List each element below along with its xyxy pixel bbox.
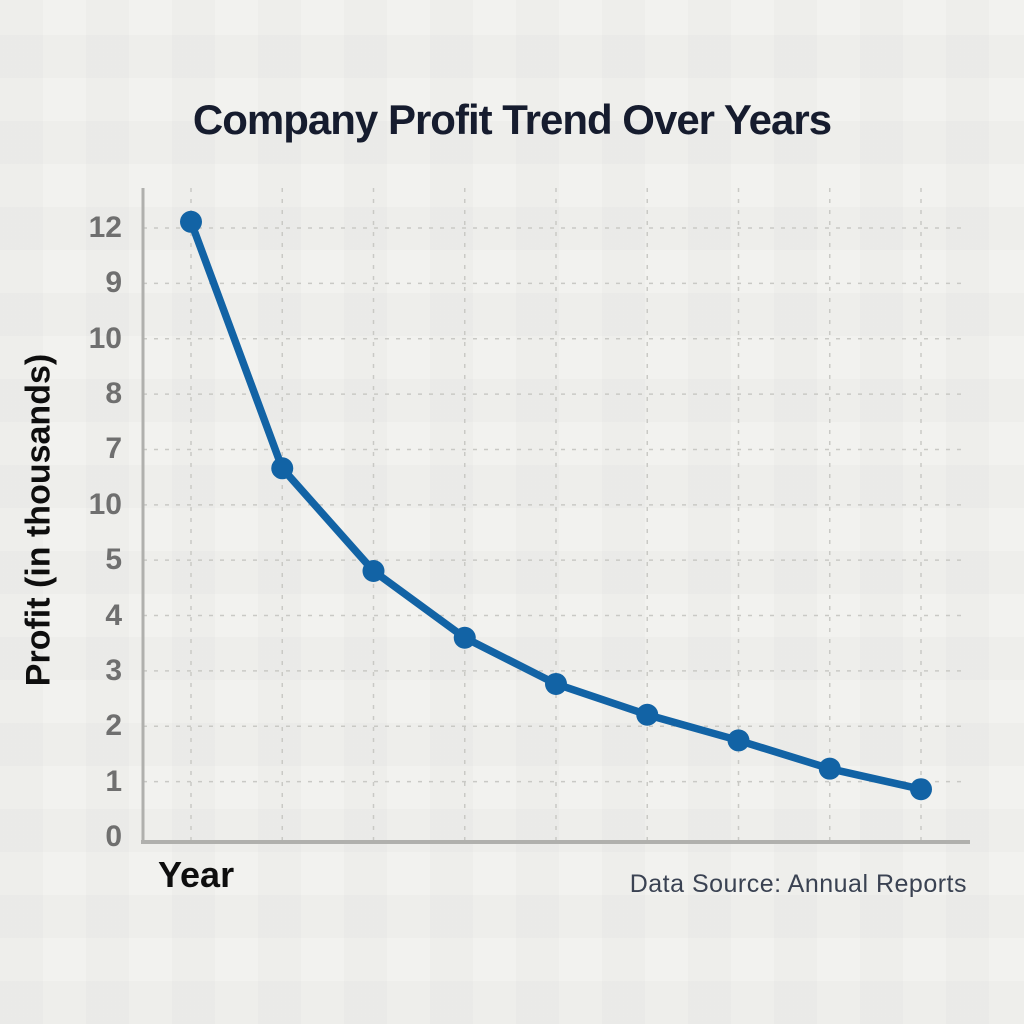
data-point-marker	[271, 457, 294, 480]
data-point-marker	[727, 729, 750, 752]
data-point-marker	[545, 672, 567, 695]
y-axis-tick-labels: 12 9 10 8 7 10 5 4 3 2 1 0	[0, 0, 122, 1024]
y-tick-label: 12	[88, 211, 122, 244]
chart-title: Company Profit Trend Over Years	[192, 96, 832, 143]
y-axis-label: Profit (in thousands)	[19, 353, 58, 687]
y-tick-label: 5	[105, 543, 122, 577]
y-tick-label: 2	[105, 709, 122, 743]
data-point-marker	[362, 559, 385, 582]
x-axis-label: Year	[158, 854, 235, 895]
y-tick-label: 4	[105, 598, 122, 632]
y-tick-label: 10	[88, 487, 122, 521]
y-tick-label: 10	[88, 321, 122, 355]
y-tick-label: 7	[105, 432, 122, 466]
y-tick-label: 1	[105, 764, 122, 798]
data-source-note: Data Source: Annual Reports	[629, 870, 967, 898]
data-point-marker	[818, 757, 841, 780]
y-tick-label: 8	[105, 377, 122, 411]
data-point-marker	[453, 626, 476, 649]
y-tick-label: 9	[105, 266, 122, 300]
data-point-marker	[180, 210, 202, 233]
y-tick-label: 0	[105, 820, 122, 853]
data-point-marker	[910, 778, 932, 801]
y-tick-label: 3	[105, 653, 122, 687]
data-point-marker	[636, 703, 659, 726]
